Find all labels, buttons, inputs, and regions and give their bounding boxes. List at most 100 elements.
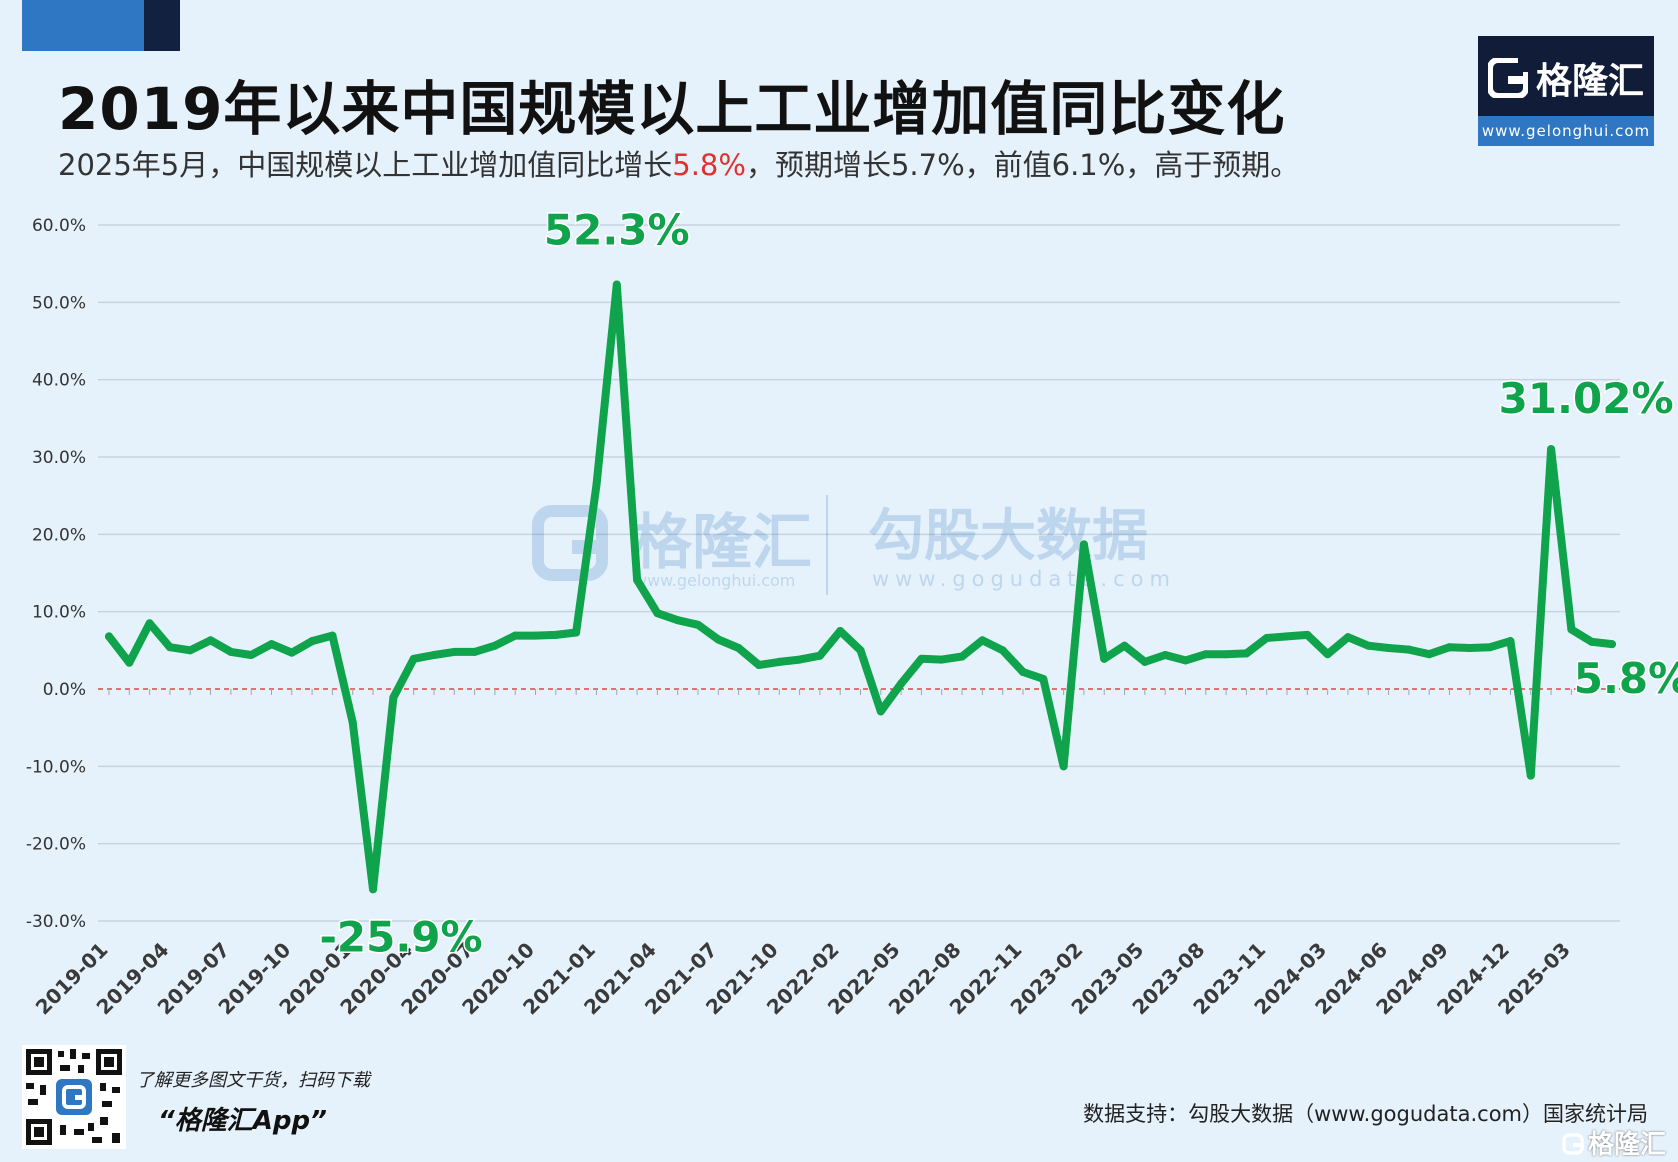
data-point: [653, 609, 662, 618]
series-layer: [105, 280, 1616, 894]
data-point: [1608, 640, 1616, 649]
data-point: [105, 632, 113, 641]
data-point: [1323, 650, 1332, 659]
y-tick-label: 40.0%: [32, 371, 86, 391]
footer-g-logo-icon: [1562, 1133, 1584, 1155]
subtitle-highlight: 5.8%: [672, 148, 746, 182]
data-point: [836, 627, 845, 635]
data-point: [328, 631, 337, 640]
data-point: [450, 647, 459, 656]
g-logo-icon: [1487, 58, 1528, 98]
data-point: [754, 661, 763, 670]
data-point: [673, 616, 682, 625]
data-point: [165, 643, 174, 652]
watermark-url1: www.gelonghui.com: [634, 571, 795, 590]
data-point: [1059, 762, 1068, 771]
data-point: [551, 630, 560, 639]
line-chart: 格隆汇 www.gelonghui.com 勾股大数据 www.gogudata…: [26, 204, 1678, 1019]
data-point: [186, 646, 195, 655]
data-point: [1242, 649, 1251, 658]
footer-promo: 了解更多图文干货，扫码下载: [136, 1070, 370, 1091]
data-label: 5.8%: [1574, 654, 1678, 703]
data-point: [714, 635, 723, 644]
data-point: [145, 619, 154, 628]
data-point: [1445, 643, 1454, 652]
data-point: [1486, 643, 1495, 652]
data-point: [1587, 637, 1596, 646]
y-tick-label: 0.0%: [43, 680, 86, 700]
data-point: [1343, 633, 1352, 642]
data-point: [815, 651, 824, 660]
data-point: [369, 885, 378, 894]
data-point: [876, 707, 885, 716]
footer-app-name: “格隆汇App”: [158, 1106, 327, 1136]
data-point: [1526, 771, 1535, 780]
footer-brand: 格隆汇: [1562, 1124, 1666, 1161]
data-point: [206, 636, 215, 645]
data-point: [937, 655, 946, 664]
data-point: [511, 631, 520, 640]
y-tick-label: 20.0%: [32, 525, 86, 545]
data-point: [958, 652, 967, 661]
data-point: [1201, 650, 1210, 659]
data-label: -25.9%: [319, 912, 482, 961]
data-point: [592, 480, 601, 489]
data-point: [572, 628, 581, 637]
y-tick-label: -10.0%: [26, 757, 86, 777]
data-point: [348, 718, 357, 727]
data-point: [470, 647, 479, 656]
data-point: [998, 646, 1007, 655]
data-point: [856, 646, 865, 655]
annotation-layer: 52.3% -25.9% 31.02% 5.8%: [318, 204, 1678, 963]
data-point: [1506, 637, 1515, 646]
data-point: [1303, 630, 1312, 639]
data-point: [917, 654, 926, 663]
brand-logo-mark: 格隆汇: [1478, 50, 1654, 106]
y-tick-label: 60.0%: [32, 216, 86, 236]
footer-brand-text: 格隆汇: [1587, 1130, 1666, 1160]
data-point: [287, 648, 296, 657]
data-point: [247, 650, 256, 659]
data-point: [429, 650, 438, 659]
data-point: [1161, 650, 1170, 659]
data-label: 31.02%: [1499, 374, 1674, 423]
data-point: [1039, 674, 1048, 683]
data-point: [1181, 656, 1190, 665]
brand-logo-text: 格隆汇: [1535, 61, 1644, 102]
series-line: [105, 280, 1616, 894]
data-point: [1079, 540, 1088, 549]
axis-layer: 60.0% 50.0% 40.0% 30.0% 20.0% 10.0% 0.0% -10.0%…: [26, 216, 1620, 1019]
data-point: [1140, 657, 1149, 666]
data-point: [490, 641, 499, 650]
data-point: [1465, 644, 1474, 653]
data-point: [409, 654, 418, 663]
data-point: [1120, 641, 1129, 650]
data-point: [308, 637, 317, 646]
data-point: [694, 620, 703, 629]
data-point: [531, 631, 540, 640]
data-point: [1283, 632, 1292, 641]
brand-logo-url: www.gelonghui.com: [1478, 116, 1654, 146]
data-point: [125, 658, 134, 667]
y-tick-label: -30.0%: [26, 912, 86, 932]
data-point: [795, 655, 804, 664]
data-point: [1364, 641, 1373, 650]
qr-code[interactable]: [22, 1045, 126, 1149]
data-point: [1425, 650, 1434, 659]
watermark-brand2: 勾股大数据: [868, 504, 1148, 569]
top-accent-bar-dark: [144, 0, 180, 51]
data-point: [1222, 650, 1231, 659]
data-point: [226, 647, 235, 656]
y-tick-label: -20.0%: [26, 835, 86, 855]
chart-subtitle: 2025年5月，中国规模以上工业增加值同比增长5.8%，预期增长5.7%，前值6…: [58, 142, 1299, 184]
data-point: [775, 657, 784, 666]
data-point: [389, 693, 398, 702]
data-point: [1018, 667, 1027, 676]
brand-logo[interactable]: 格隆汇 www.gelonghui.com: [1478, 36, 1654, 146]
subtitle-prefix: 2025年5月，中国规模以上工业增加值同比增长: [58, 148, 673, 182]
data-point: [1262, 633, 1271, 642]
data-point: [734, 644, 743, 653]
data-point: [267, 640, 276, 649]
data-point: [633, 575, 642, 584]
subtitle-suffix: ，预期增长5.7%，前值6.1%，高于预期。: [745, 148, 1300, 182]
